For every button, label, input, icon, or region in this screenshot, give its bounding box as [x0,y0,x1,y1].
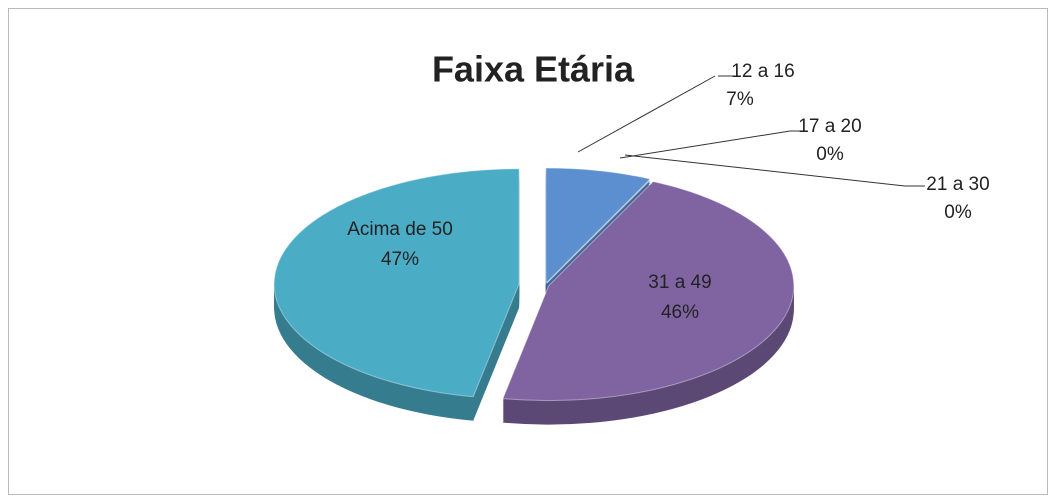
data-label-value: 0% [944,202,972,223]
leader-line [577,75,716,153]
pie-slice [273,168,520,398]
pie-slice [545,167,652,285]
pie [273,167,795,425]
data-label-value: 7% [726,89,754,110]
data-label-category: 21 a 30 [926,174,989,195]
chart-title: Faixa Etária [432,49,635,90]
data-label-category: 31 a 49 [648,272,711,293]
leader-line [624,154,906,187]
data-label-value: 47% [381,249,419,270]
data-label-value: 0% [816,144,844,165]
data-label-value: 46% [661,302,699,323]
pie-slice [502,181,795,402]
data-label-category: Acima de 50 [347,219,453,240]
data-label-category: 12 a 16 [731,61,794,82]
data-label-category: 17 a 20 [798,116,861,137]
leader-line [619,130,791,159]
